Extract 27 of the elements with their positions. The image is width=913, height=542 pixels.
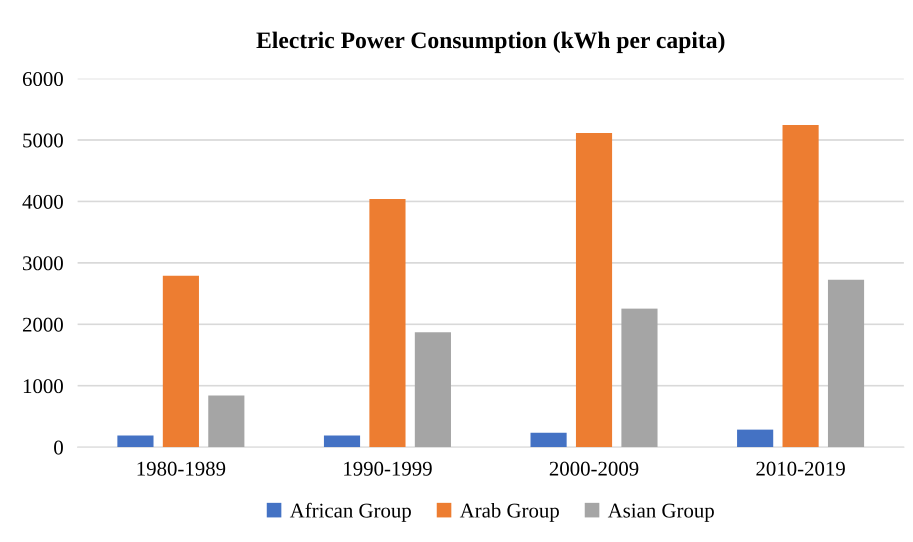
y-tick-label: 1000	[24, 379, 63, 394]
bar	[530, 432, 567, 448]
bar	[621, 308, 658, 448]
x-tick-label: 2010-2019	[756, 462, 845, 476]
bar	[828, 280, 864, 448]
y-tick-label: 3000	[23, 256, 63, 270]
x-tick-label: 1990-1999	[344, 462, 432, 476]
legend-label: African Group	[290, 502, 411, 522]
chart-title: Electric Power Consumption (kWh per capita)	[256, 32, 724, 54]
bar	[369, 198, 406, 448]
x-tick-label: 2000-2009	[550, 462, 638, 476]
bar	[162, 276, 199, 448]
y-tick-label: 0	[54, 440, 63, 455]
y-tick-label: 4000	[22, 194, 63, 209]
x-tick-label: 1980-1989	[138, 462, 226, 476]
bar	[737, 430, 774, 448]
bar	[324, 435, 360, 448]
bar	[414, 332, 451, 448]
y-tick-label: 5000	[23, 133, 63, 148]
bar	[576, 132, 612, 448]
y-tick-label: 2000	[22, 318, 63, 332]
legend-label: Asian Group	[608, 504, 714, 522]
legend-label: Arab Group	[460, 502, 559, 522]
bar	[208, 396, 244, 448]
bar	[117, 435, 154, 448]
bar	[782, 124, 819, 448]
y-tick-label: 6000	[22, 72, 63, 86]
